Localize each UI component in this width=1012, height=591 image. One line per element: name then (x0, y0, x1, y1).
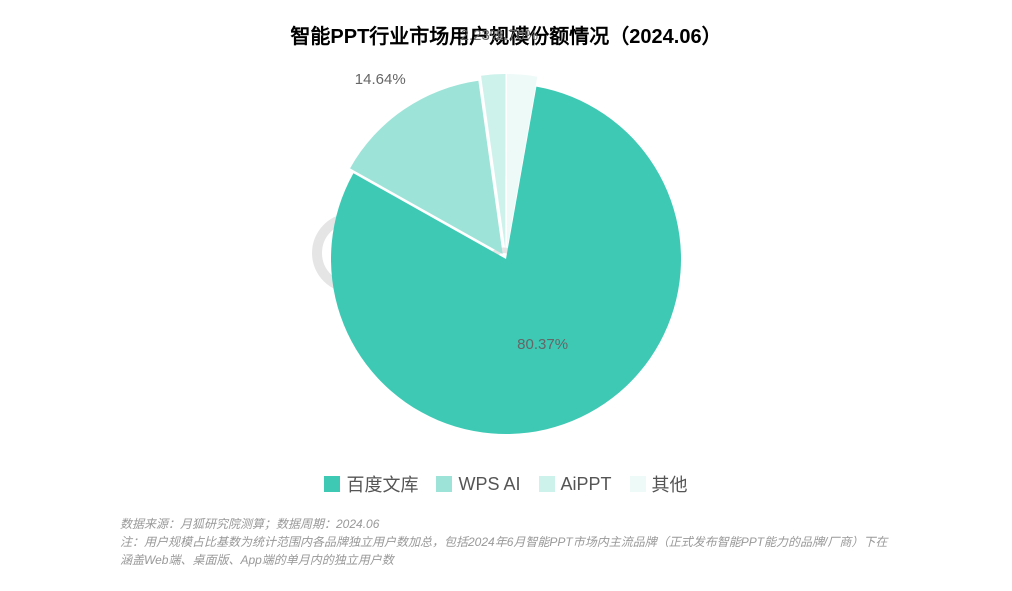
legend: 百度文库 WPS AI AiPPT 其他 (0, 471, 1012, 497)
legend-item-0: 百度文库 (324, 471, 418, 497)
legend-label-1: WPS AI (458, 474, 520, 495)
legend-swatch-3 (630, 476, 646, 492)
slice-label-3: 2.76% (496, 27, 539, 44)
chart-area: MoonFox 80.37%14.64%2.23%2.76% (0, 49, 1012, 469)
legend-label-0: 百度文库 (346, 471, 418, 497)
legend-item-1: WPS AI (436, 474, 520, 495)
source-notes: 数据来源：月狐研究院测算；数据周期：2024.06 注：用户规模占比基数为统计范… (0, 497, 1012, 569)
source-line-1: 数据来源：月狐研究院测算；数据周期：2024.06 (120, 515, 892, 533)
pie-chart (0, 49, 1012, 469)
slice-label-1: 14.64% (355, 71, 406, 88)
legend-swatch-1 (436, 476, 452, 492)
legend-swatch-0 (324, 476, 340, 492)
legend-label-2: AiPPT (561, 474, 612, 495)
legend-item-2: AiPPT (539, 474, 612, 495)
legend-item-3: 其他 (630, 471, 688, 497)
legend-swatch-2 (539, 476, 555, 492)
source-line-2: 注：用户规模占比基数为统计范围内各品牌独立用户数加总，包括2024年6月智能PP… (120, 533, 892, 569)
legend-label-3: 其他 (652, 471, 688, 497)
slice-label-0: 80.37% (517, 336, 568, 353)
